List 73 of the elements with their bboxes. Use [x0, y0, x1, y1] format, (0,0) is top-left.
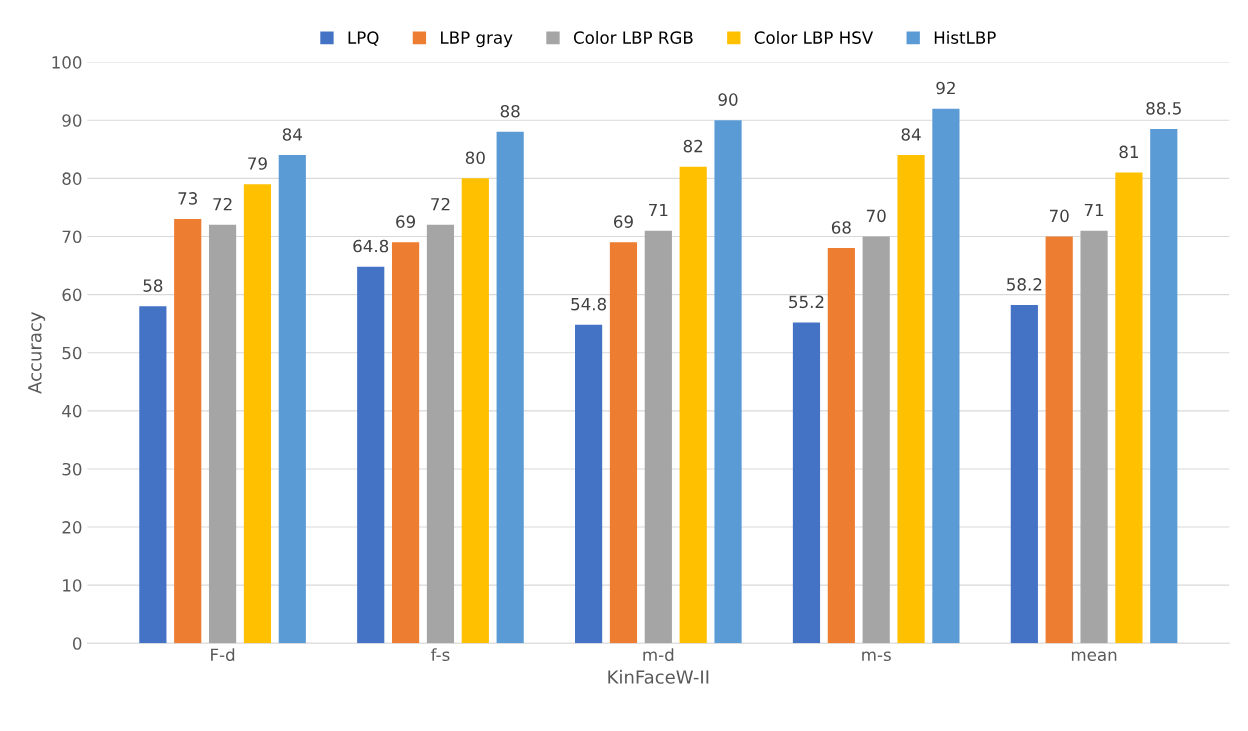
x-axis-title: KinFaceW-II — [608, 669, 709, 684]
bar — [1045, 236, 1073, 644]
data-label: 70 — [1049, 209, 1069, 223]
y-tick-label: 50 — [62, 346, 82, 360]
y-tick-label: 40 — [62, 404, 82, 418]
y-tick-label: 20 — [62, 521, 82, 534]
y-tick-label: 10 — [63, 579, 82, 592]
bar — [609, 242, 638, 644]
bar — [243, 184, 272, 644]
bar — [392, 242, 420, 644]
bar — [897, 155, 925, 644]
legend-label: HistLBP — [934, 31, 996, 44]
bar — [357, 266, 385, 644]
bar — [679, 166, 707, 644]
y-tick-label: 80 — [62, 172, 82, 185]
data-label: 69 — [614, 215, 633, 228]
legend-label: LPQ — [348, 31, 379, 46]
bar — [1115, 172, 1143, 644]
y-tick-label: 90 — [62, 114, 82, 127]
data-label: 64.8 — [353, 239, 389, 253]
bar — [1080, 230, 1108, 644]
data-label: 73 — [178, 192, 197, 205]
x-tick-label: m-s — [862, 651, 891, 662]
legend-label: LBP gray — [441, 31, 513, 48]
bar — [426, 224, 455, 644]
bar — [575, 324, 603, 644]
x-tick-label: F-d — [211, 648, 235, 662]
bar — [644, 230, 672, 644]
data-label: 90 — [718, 93, 738, 106]
data-label: 55.2 — [789, 295, 824, 309]
data-label: 79 — [248, 157, 267, 170]
data-label: 71 — [649, 203, 668, 217]
bar — [932, 108, 960, 644]
bar — [792, 322, 821, 644]
data-label: 68 — [831, 221, 851, 234]
bar — [461, 178, 489, 644]
bar — [1150, 128, 1178, 644]
data-label: 84 — [282, 128, 302, 141]
data-label: 69 — [396, 215, 416, 228]
data-label: 72 — [213, 197, 232, 211]
data-label: 58.2 — [1007, 278, 1042, 291]
data-label: 81 — [1119, 145, 1138, 159]
bar — [714, 120, 742, 644]
data-label: 58 — [143, 279, 163, 292]
y-tick-label: 30 — [62, 462, 82, 476]
legend-label: Color LBP HSV — [754, 31, 874, 44]
data-label: 84 — [901, 128, 921, 141]
bar — [139, 306, 167, 644]
data-label: 71 — [1084, 203, 1104, 217]
bar — [1010, 305, 1038, 644]
y-tick-label: 0 — [72, 637, 82, 650]
bar — [496, 131, 524, 644]
data-label: 82 — [683, 139, 703, 153]
y-axis-title: Accuracy — [28, 312, 46, 394]
legend-label: Color LBP RGB — [573, 31, 693, 44]
bar — [827, 248, 855, 644]
data-label: 92 — [936, 81, 955, 95]
x-tick-label: mean — [1071, 651, 1117, 662]
data-label: 80 — [465, 151, 485, 165]
y-tick-label: 60 — [62, 288, 82, 302]
bar — [862, 236, 890, 644]
data-label: 70 — [866, 209, 886, 223]
bar — [208, 224, 237, 644]
x-tick-label: f-s — [431, 648, 450, 662]
data-label: 88.5 — [1146, 102, 1181, 115]
bar — [278, 155, 306, 644]
y-tick-label: 100 — [52, 56, 82, 69]
data-label: 54.8 — [571, 297, 607, 311]
x-tick-label: m-d — [643, 648, 674, 662]
data-label: 72 — [431, 197, 450, 211]
bar — [174, 219, 202, 644]
y-tick-label: 70 — [62, 230, 82, 244]
data-label: 88 — [500, 104, 520, 118]
